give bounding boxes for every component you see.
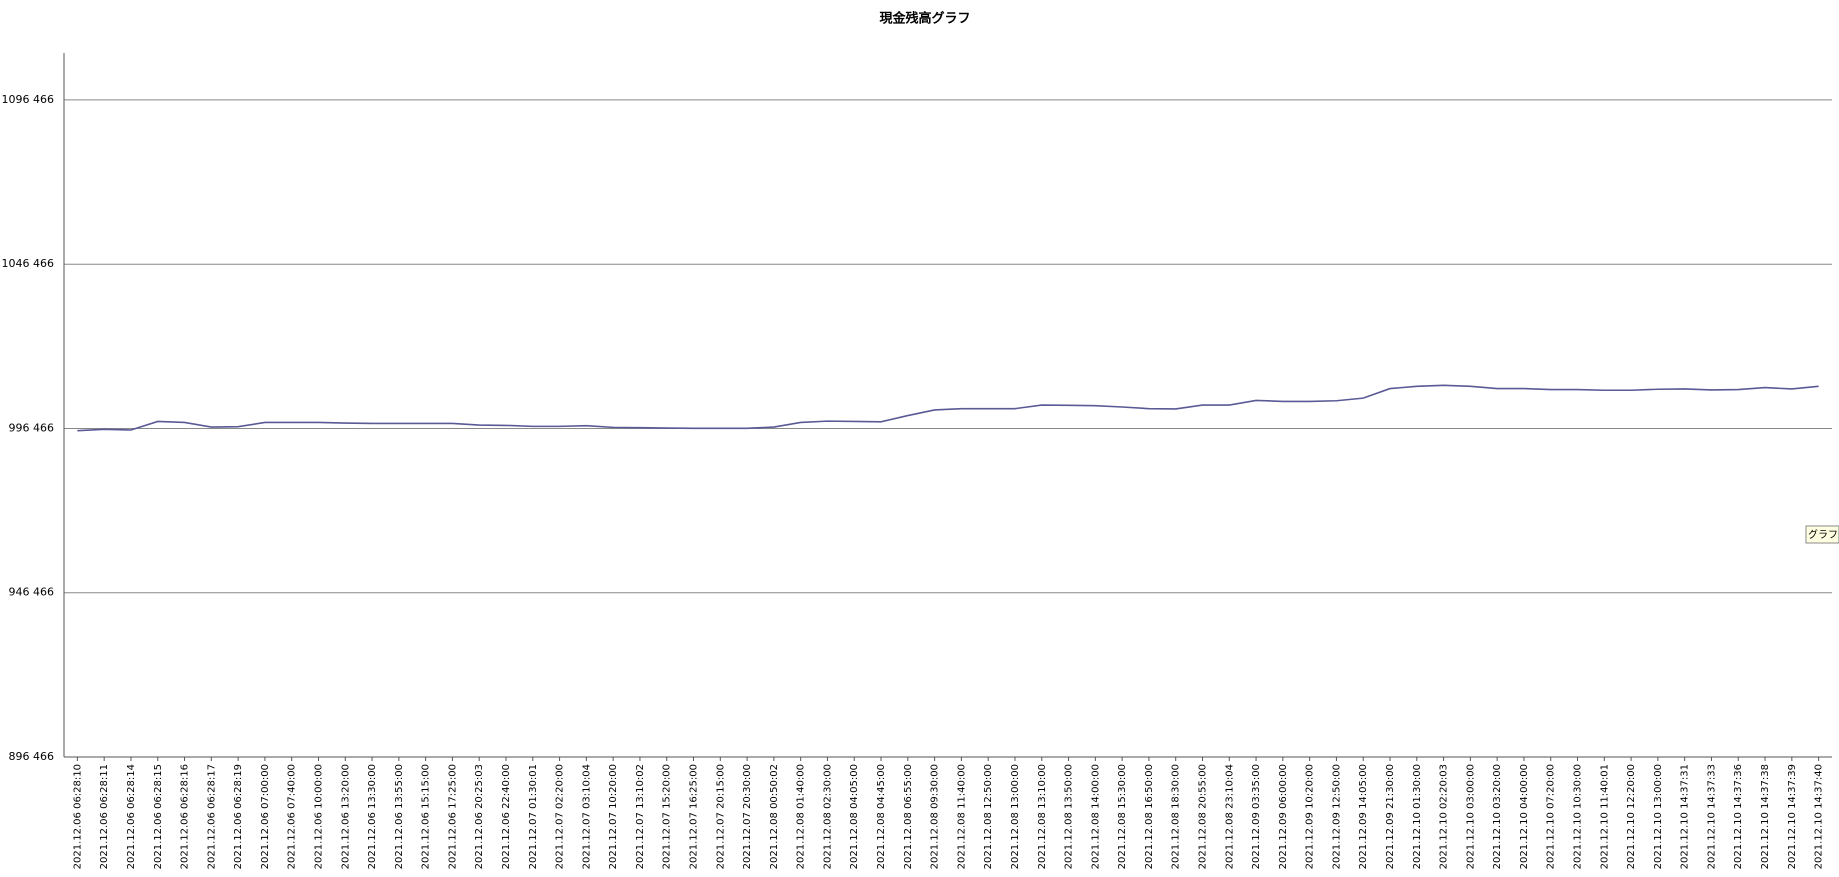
x-tick-label: 2021.12.06 15:15:00 (421, 764, 432, 869)
x-tick-label: 2021.12.08 13:50:00 (1064, 764, 1075, 869)
y-tick-label: 996 466 (9, 421, 55, 434)
x-tick-label: 2021.12.06 20:25:03 (474, 764, 485, 869)
x-tick-label: 2021.12.06 06:28:16 (180, 764, 191, 869)
tooltip: グラフ (1808, 528, 1838, 541)
x-tick-label: 2021.12.07 01:30:01 (528, 764, 539, 869)
x-tick-label: 2021.12.06 13:30:00 (367, 764, 378, 869)
x-tick-label: 2021.12.06 06:28:19 (233, 764, 244, 869)
x-tick-label: 2021.12.10 01:30:00 (1412, 764, 1423, 869)
x-tick-label: 2021.12.07 20:15:00 (715, 764, 726, 869)
x-tick-label: 2021.12.08 20:55:00 (1197, 764, 1208, 869)
x-tick-label: 2021.12.10 14:37:40 (1814, 764, 1825, 869)
x-tick-label: 2021.12.08 13:10:00 (1037, 764, 1048, 869)
x-tick-label: 2021.12.07 15:20:00 (662, 764, 673, 869)
x-tick-label: 2021.12.08 02:30:00 (822, 764, 833, 869)
x-tick-label: 2021.12.07 13:10:02 (635, 764, 646, 869)
x-tick-label: 2021.12.09 03:35:00 (1251, 764, 1262, 869)
x-tick-label: 2021.12.08 23:10:04 (1224, 764, 1235, 869)
x-tick-label: 2021.12.10 02:20:03 (1439, 764, 1450, 869)
x-tick-label: 2021.12.10 03:20:00 (1492, 764, 1503, 869)
x-tick-label: 2021.12.06 06:28:11 (99, 764, 110, 869)
x-tick-label: 2021.12.06 17:25:00 (447, 764, 458, 869)
line-series (77, 384, 1819, 432)
x-tick-label: 2021.12.06 22:40:00 (501, 764, 512, 869)
x-tick-label: 2021.12.08 11:40:00 (956, 764, 967, 869)
y-tick-label: 946 466 (9, 586, 55, 599)
x-tick-label: 2021.12.08 14:00:00 (1090, 764, 1101, 869)
tooltip-box (1805, 525, 1839, 544)
x-tick-label: 2021.12.07 20:30:00 (742, 764, 753, 869)
x-tick-label: 2021.12.08 12:50:00 (983, 764, 994, 869)
x-tick-label: 2021.12.10 12:20:00 (1626, 764, 1637, 869)
x-tick-label: 2021.12.10 10:30:00 (1573, 764, 1584, 869)
x-tick-label: 2021.12.09 14:05:00 (1358, 764, 1369, 869)
x-tick-label: 2021.12.10 14:37:38 (1760, 764, 1771, 869)
x-tick-label: 2021.12.06 10:00:00 (313, 764, 324, 869)
x-tick-label: 2021.12.08 16:50:00 (1144, 764, 1155, 869)
x-tick-label: 2021.12.10 04:00:00 (1519, 764, 1530, 869)
x-tick-label: 2021.12.07 16:25:00 (689, 764, 700, 869)
y-tick-label: 1046 466 (2, 257, 55, 270)
x-tick-label: 2021.12.09 10:20:00 (1305, 764, 1316, 869)
x-tick-label: 2021.12.08 04:05:00 (849, 764, 860, 869)
x-tick-label: 2021.12.07 03:10:04 (581, 764, 592, 869)
x-tick-label: 2021.12.09 21:30:00 (1385, 764, 1396, 869)
x-tick-label: 2021.12.07 10:20:00 (608, 764, 619, 869)
x-tick-label: 2021.12.08 01:40:00 (796, 764, 807, 869)
x-tick-label: 2021.12.08 00:50:02 (769, 764, 780, 869)
x-tick-label: 2021.12.06 06:28:14 (126, 764, 137, 869)
x-tick-label: 2021.12.08 04:45:00 (876, 764, 887, 869)
x-tick-label: 2021.12.10 07:20:00 (1546, 764, 1557, 869)
y-tick-label: 896 466 (9, 750, 55, 763)
x-tick-label: 2021.12.08 09:30:00 (930, 764, 941, 869)
x-tick-label: 2021.12.10 14:37:31 (1680, 764, 1691, 869)
x-tick-label: 2021.12.07 02:20:00 (555, 764, 566, 869)
x-tick-label: 2021.12.09 06:00:00 (1278, 764, 1289, 869)
x-tick-label: 2021.12.09 12:50:00 (1331, 764, 1342, 869)
chart-title: 現金残高グラフ (879, 11, 970, 27)
x-tick-label: 2021.12.06 13:55:00 (394, 764, 405, 869)
x-tick-label: 2021.12.10 14:37:36 (1733, 764, 1744, 869)
x-tick-label: 2021.12.06 06:28:17 (206, 764, 217, 869)
x-tick-label: 2021.12.10 11:40:01 (1599, 764, 1610, 869)
x-tick-label: 2021.12.08 15:30:00 (1117, 764, 1128, 869)
x-tick-label: 2021.12.08 06:55:00 (903, 764, 914, 869)
x-tick-label: 2021.12.10 03:00:00 (1465, 764, 1476, 869)
x-tick-label: 2021.12.08 18:30:00 (1171, 764, 1182, 869)
x-tick-label: 2021.12.10 14:37:33 (1706, 764, 1717, 869)
y-tick-label: 1096 466 (2, 93, 55, 106)
x-tick-label: 2021.12.06 13:20:00 (340, 764, 351, 869)
x-tick-label: 2021.12.06 06:28:15 (153, 764, 164, 869)
x-tick-label: 2021.12.10 14:37:39 (1787, 764, 1798, 869)
x-tick-label: 2021.12.06 07:00:00 (260, 764, 271, 869)
x-tick-label: 2021.12.06 07:40:00 (287, 764, 298, 869)
x-tick-label: 2021.12.10 13:00:00 (1653, 764, 1664, 869)
x-tick-label: 2021.12.08 13:00:00 (1010, 764, 1021, 869)
x-tick-label: 2021.12.06 06:28:10 (72, 764, 83, 869)
